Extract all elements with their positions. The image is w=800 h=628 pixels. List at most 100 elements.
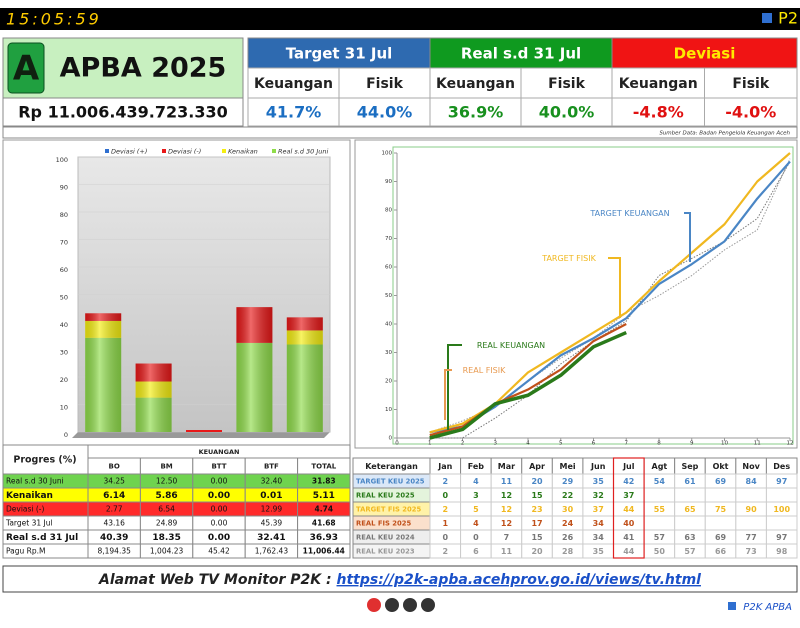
table-value: 0 [443, 491, 449, 500]
line-series [429, 330, 627, 440]
table-value: 28 [562, 547, 574, 556]
table-value: 4 [473, 477, 479, 486]
group-col-label: Fisik [366, 76, 403, 92]
x-tick-label: 8 [657, 441, 661, 447]
table-value: 45.39 [261, 519, 283, 528]
bar-shine [135, 397, 172, 432]
table-value: 97 [776, 533, 787, 542]
table-value: 35 [593, 547, 605, 556]
current-month-frame [612, 457, 645, 559]
table-value: 8,194.35 [97, 547, 131, 556]
table-value: 32.41 [257, 533, 285, 543]
table-cell [704, 515, 737, 531]
table-header: Mei [560, 462, 576, 471]
y-tick-label: 90 [60, 184, 68, 192]
table-value: 98 [776, 547, 788, 556]
table-value: 12 [501, 491, 512, 500]
x-tick-label: 12 [787, 441, 794, 447]
logo-square [7, 42, 45, 94]
group-col-label: Keuangan [619, 76, 698, 92]
table-value: 29 [562, 477, 574, 486]
table-header: Sep [681, 462, 698, 471]
table-value: 40.39 [100, 533, 128, 543]
annotation-leader [447, 344, 462, 430]
table-cell [297, 543, 351, 559]
table-value: 57 [654, 533, 665, 542]
line-series [429, 323, 627, 437]
group-header [247, 37, 431, 69]
table-value: 12 [501, 519, 512, 528]
table-value: 34 [593, 519, 605, 528]
bar-shine [85, 337, 122, 432]
group-value-cell [429, 97, 522, 127]
table-value: 0.00 [208, 491, 230, 501]
table-cell [735, 487, 767, 503]
bar-shine [236, 307, 273, 343]
table-value: 0 [473, 533, 479, 542]
table-value: 12.99 [261, 505, 283, 514]
plot-frame [392, 146, 794, 445]
group-col-label: Fisik [732, 76, 769, 92]
top-bar [0, 8, 800, 30]
group-value: 44.0% [357, 103, 413, 122]
pager-dot [403, 598, 417, 612]
table-cell [674, 487, 706, 503]
table-value: 4.74 [315, 505, 334, 514]
table-value: 5.86 [155, 491, 177, 501]
table-value: 32 [593, 491, 604, 500]
annotation: REAL FISIK [463, 366, 506, 375]
group-title: Real s.d 31 Jul [461, 45, 581, 63]
y-tick-label: 60 [385, 265, 392, 271]
table-value: 77 [746, 533, 757, 542]
footer-url[interactable]: https://p2k-apba.acehprov.go.id/views/tv… [337, 572, 702, 588]
table-value: 63 [684, 533, 695, 542]
annotation-box [533, 252, 605, 264]
table-value: 6.54 [158, 505, 175, 514]
brand: P2 [778, 9, 798, 28]
table-value: 2 [443, 505, 449, 514]
y-tick-label: 90 [385, 179, 392, 185]
table-value: 37 [623, 491, 634, 500]
table-value: 11,006.44 [303, 547, 345, 556]
group-title: Deviasi [674, 45, 736, 63]
table-value: 24 [562, 519, 574, 528]
pager-dot [367, 598, 381, 612]
y-tick-label: 20 [385, 379, 392, 385]
table-value: 20 [531, 477, 543, 486]
group-value: -4.8% [633, 103, 684, 122]
table-value: 32.40 [261, 477, 283, 486]
table-header: BTT [211, 463, 226, 471]
table-header: Des [773, 462, 790, 471]
table-header: Okt [713, 462, 729, 471]
annotation-leader [608, 257, 621, 318]
table-value: 100 [773, 505, 790, 514]
table-cell [643, 487, 676, 503]
table-cell [674, 515, 706, 531]
table-value: 69 [715, 477, 727, 486]
group-col [704, 67, 798, 99]
table-value: 37 [593, 505, 604, 514]
table-cell [2, 444, 89, 475]
table-value: 54 [654, 477, 666, 486]
group-value: 40.0% [539, 103, 595, 122]
table-value: 1,004.23 [150, 547, 184, 556]
x-tick-label: 1 [428, 441, 432, 447]
group-col [611, 67, 705, 99]
footer-box [2, 565, 798, 593]
table-cell [735, 515, 767, 531]
table-value: 44 [623, 547, 635, 556]
table-value: 30 [562, 505, 574, 514]
table-header: BO [109, 463, 120, 471]
table-header: Jun [590, 462, 606, 471]
footer: Alamat Web TV Monitor P2K : https://p2k-… [98, 572, 701, 588]
table-value: 97 [776, 477, 787, 486]
group-col-label: Fisik [548, 76, 585, 92]
table-value: 12.50 [156, 477, 178, 486]
row-label: Kenaikan [6, 491, 53, 501]
table-value: 11 [501, 547, 513, 556]
table-value: 7 [504, 533, 510, 542]
row-label: Real s.d 30 Juni [6, 477, 64, 486]
table-value: 75 [715, 505, 727, 514]
table-value: 0 [443, 533, 449, 542]
table-value: 84 [746, 477, 758, 486]
